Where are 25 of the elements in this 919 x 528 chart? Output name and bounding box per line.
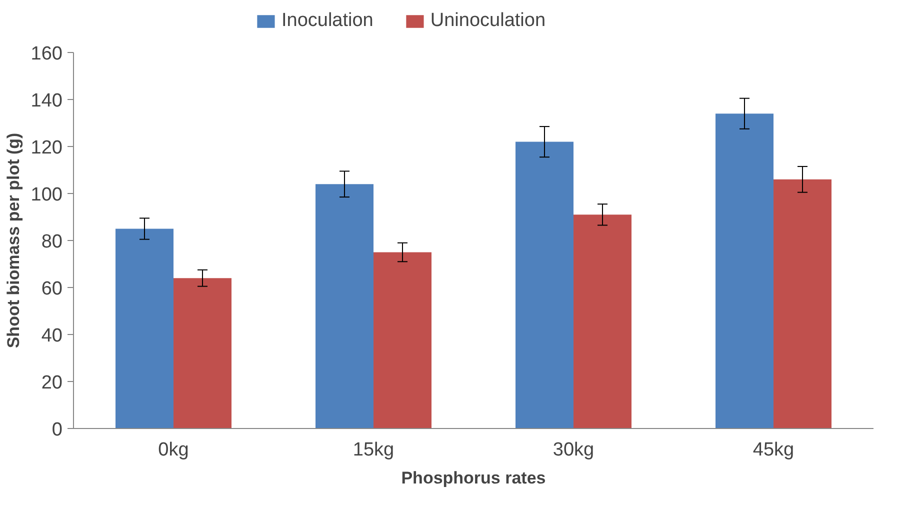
y-axis-title: Shoot biomass per plot (g) [4,132,23,348]
y-tick-label: 160 [30,44,62,64]
legend-label: Uninoculation [430,10,546,32]
bar [316,184,374,428]
y-tick-label: 120 [30,138,62,158]
bar [574,214,632,428]
x-tick-label: 45kg [752,440,794,460]
bar [374,252,432,428]
bar [116,228,174,428]
bar [174,278,232,428]
bar [516,142,574,428]
y-tick-label: 100 [30,184,62,206]
y-tick-label: 40 [41,326,63,346]
x-tick-label: 30kg [552,440,594,460]
x-tick-label: 15kg [352,440,394,460]
x-axis-title: Phosphorus rates [401,468,546,488]
y-tick-label: 140 [30,90,62,112]
y-tick-label: 0 [52,420,63,440]
bar [716,114,774,428]
y-tick-label: 20 [41,372,63,394]
y-tick-label: 80 [41,232,63,252]
x-tick-label: 0kg [158,440,189,460]
legend-label: Inoculation [281,10,374,32]
y-tick-label: 60 [41,278,63,300]
bar [774,179,832,428]
